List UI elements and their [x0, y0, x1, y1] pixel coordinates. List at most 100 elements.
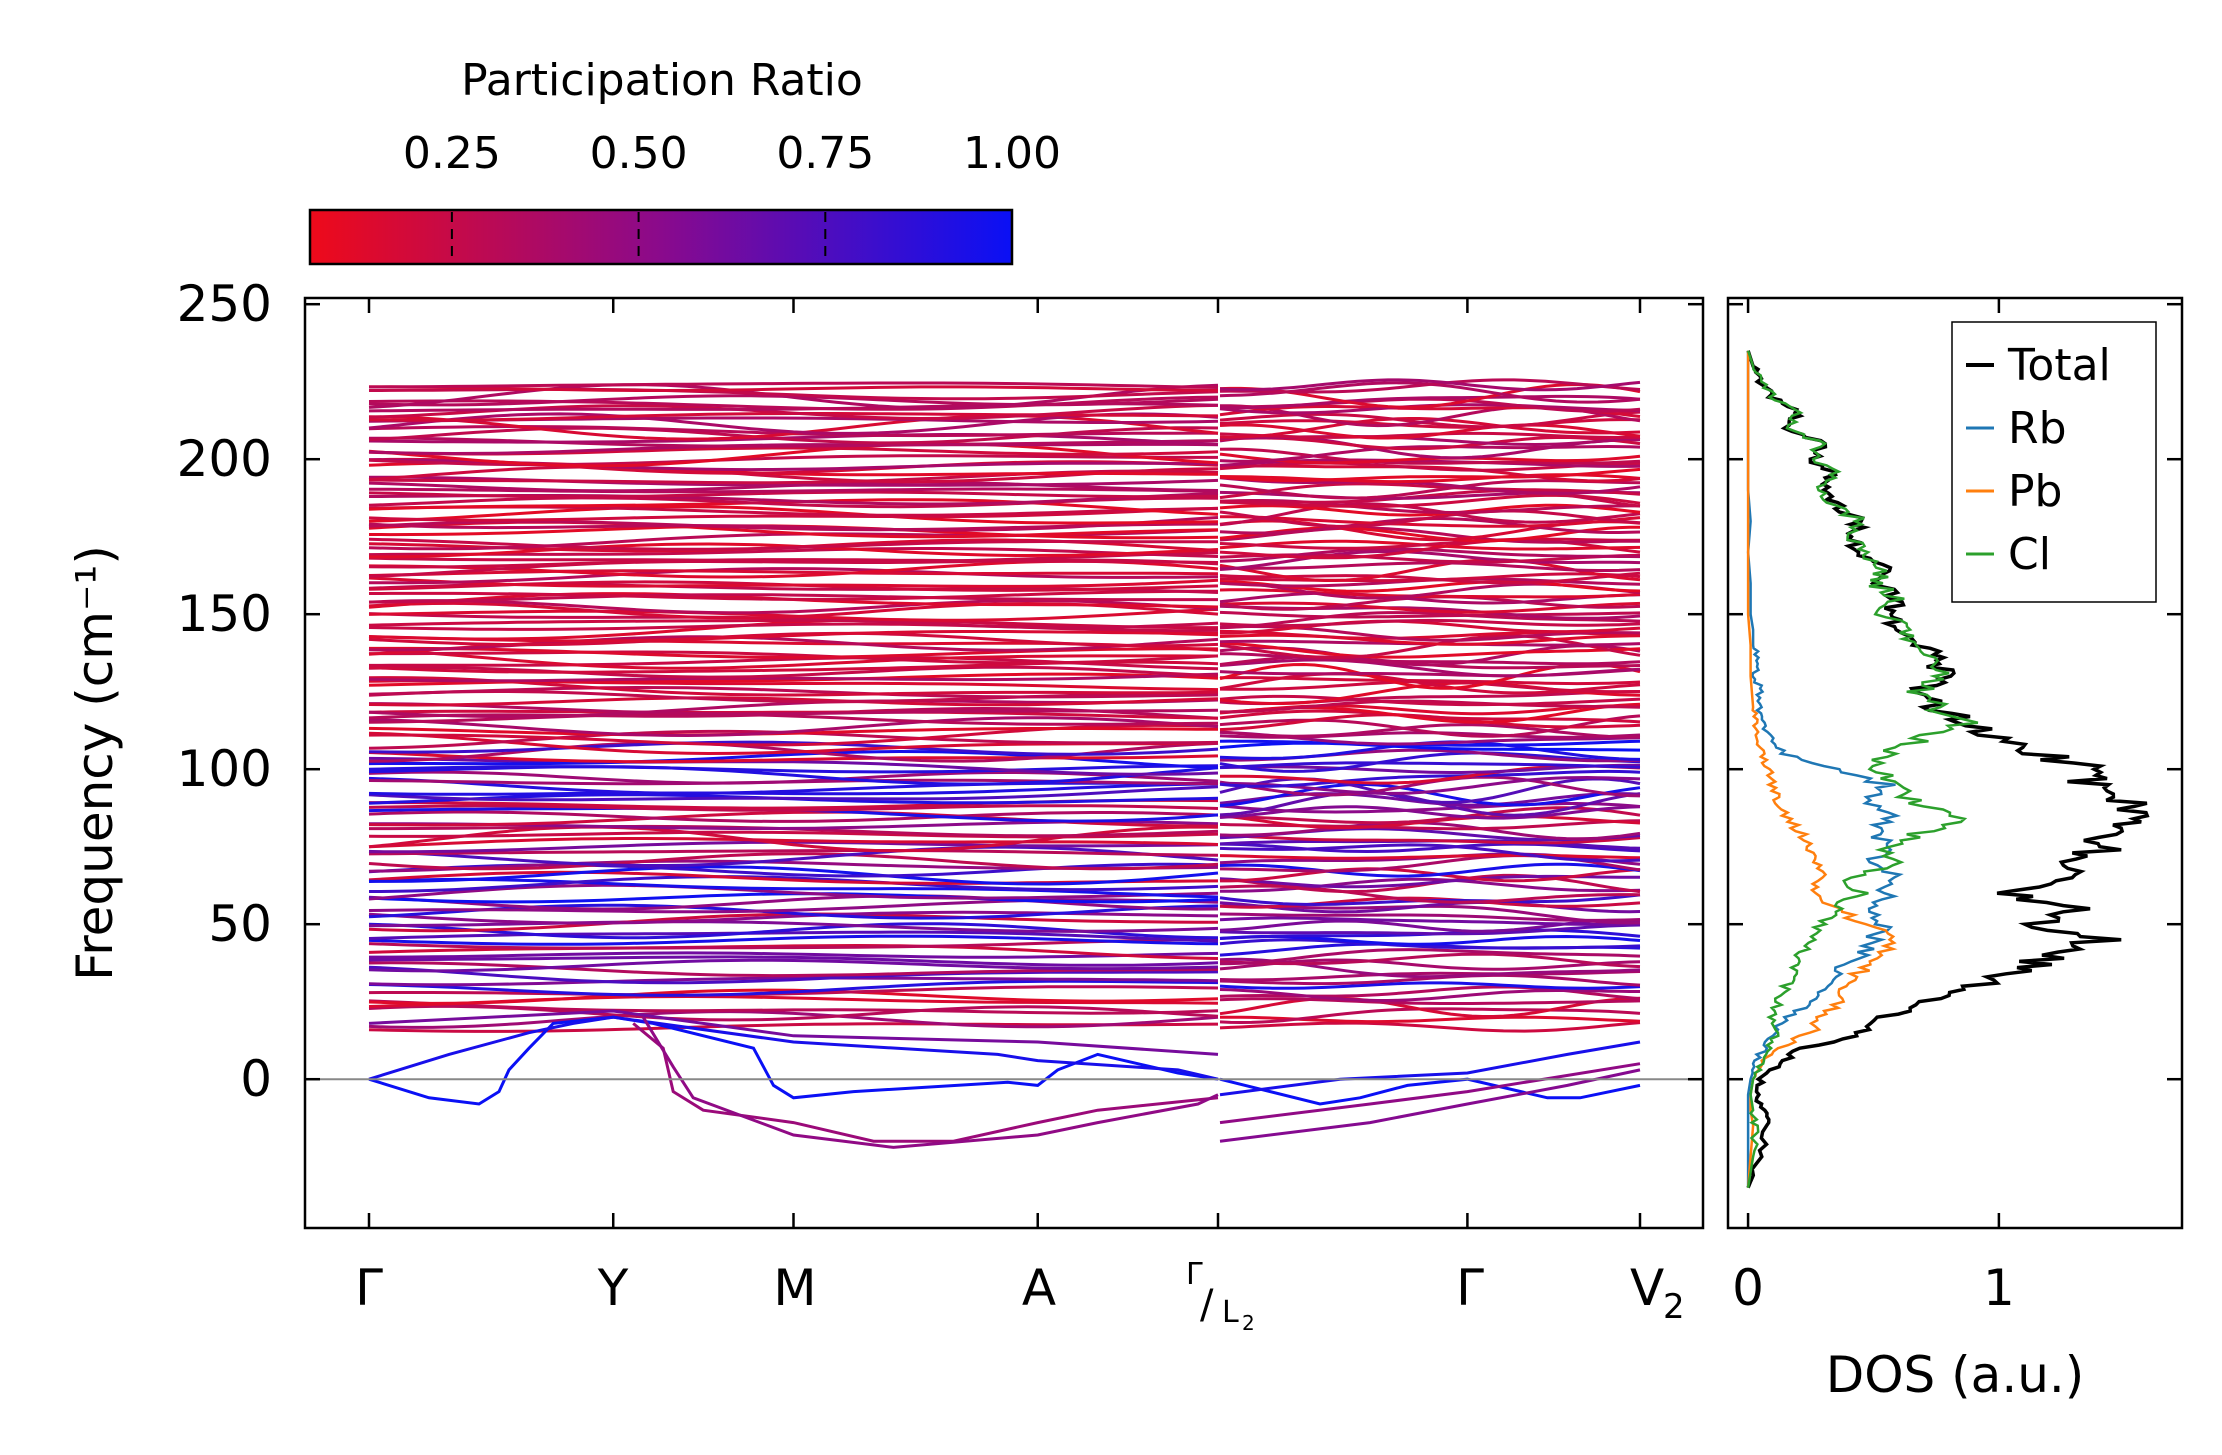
- phonon-band: [368, 955, 1219, 967]
- phonon-band: [368, 804, 1219, 812]
- phonon-band: [1219, 591, 1641, 605]
- phonon-band: [1219, 652, 1641, 666]
- phonon-band: [368, 395, 1219, 411]
- phonon-band: [368, 988, 1219, 1005]
- phonon-band: [368, 712, 1219, 726]
- dos-series-pb: [1746, 350, 1898, 1188]
- phonon-band: [368, 999, 1219, 1015]
- phonon-band: [368, 930, 1219, 943]
- phonon-band: [1219, 525, 1641, 543]
- y-tick-label: 50: [208, 895, 272, 953]
- colorbar-tick-label: 1.00: [963, 128, 1061, 179]
- band-lines: [368, 378, 1641, 1149]
- phonon-band: [368, 567, 1219, 585]
- legend-label-rb: Rb: [2008, 403, 2067, 454]
- dos-series-cl: [1746, 350, 1979, 1188]
- kpoint-labels: Γ Y M A Γ / L 2 Γ V 2: [355, 1257, 1685, 1335]
- kpoint-label-gamma-2: Γ: [1456, 1259, 1484, 1317]
- soft-mode-band: [641, 1016, 1219, 1149]
- phonon-band: [368, 516, 1219, 532]
- phonon-band: [368, 865, 1219, 886]
- phonon-band: [1219, 996, 1641, 1018]
- phonon-band: [1219, 1021, 1641, 1033]
- phonon-band: [368, 547, 1219, 558]
- phonon-band: [1219, 676, 1641, 686]
- phonon-band: [368, 696, 1219, 707]
- soft-mode-band: [1219, 1040, 1641, 1097]
- phonon-band: [1219, 958, 1641, 971]
- phonon-band: [368, 685, 1219, 699]
- phonon-band: [369, 646, 1219, 659]
- phonon-band: [368, 593, 1218, 604]
- phonon-band: [368, 979, 1219, 997]
- phonon-band: [1219, 842, 1641, 854]
- phonon-band: [369, 951, 1219, 959]
- kpoint-label-l-subscript: 2: [1242, 1311, 1255, 1335]
- phonon-band: [368, 976, 1219, 987]
- phonon-band: [1219, 970, 1641, 982]
- kpoint-label-gamma-l2: Γ / L 2: [1186, 1257, 1255, 1335]
- band-structure-panel: 0 50 100 150 200 250 Frequency (cm⁻¹) Γ Y M A…: [66, 275, 1705, 1335]
- phonon-band: [1219, 900, 1641, 914]
- phonon-band: [1220, 877, 1641, 893]
- y-tick-label: 100: [177, 740, 272, 798]
- phonon-band: [368, 764, 1219, 774]
- phonon-band: [368, 381, 1219, 389]
- soft-mode-band: [1219, 1068, 1641, 1143]
- phonon-band: [368, 442, 1219, 468]
- phonon-band: [1219, 378, 1641, 394]
- phonon-band: [368, 702, 1219, 716]
- phonon-band: [1220, 699, 1641, 714]
- phonon-band: [368, 490, 1219, 499]
- phonon-band: [1219, 502, 1641, 527]
- soft-mode-band: [1219, 1062, 1641, 1125]
- phonon-band: [1219, 641, 1641, 659]
- kpoint-label-a: A: [1022, 1259, 1056, 1317]
- colorbar-tick-label: 0.75: [776, 128, 874, 179]
- phonon-band: [368, 1010, 1219, 1029]
- phonon-band: [368, 961, 1219, 978]
- kpoint-label-v-subscript: 2: [1663, 1287, 1685, 1327]
- phonon-band: [368, 433, 1219, 446]
- band-axes-frame: [303, 296, 1705, 1230]
- dos-axes-frame: [1726, 296, 2184, 1230]
- phonon-band: [368, 875, 1219, 893]
- phonon-band: [368, 920, 1219, 933]
- y-tick-label: 0: [240, 1050, 272, 1108]
- dos-x-tick-label: 1: [1983, 1259, 2015, 1317]
- colorbar-tick-label: 0.50: [590, 128, 688, 179]
- phonon-band: [368, 598, 1219, 615]
- phonon-band: [369, 385, 1219, 392]
- phonon-band: [1219, 952, 1641, 969]
- colorbar-ticks: [450, 212, 827, 262]
- y-tick-label: 150: [177, 585, 272, 643]
- phonon-band: [1219, 973, 1641, 987]
- phonon-band: [368, 756, 1219, 776]
- phonon-band: [368, 938, 1218, 950]
- phonon-band: [1219, 561, 1641, 572]
- colorbar-gradient: [308, 208, 1014, 266]
- phonon-band: [1219, 515, 1641, 528]
- colorbar-tick-labels: 0.25 0.50 0.75 1.00: [403, 128, 1061, 179]
- soft-mode-band: [368, 1015, 1219, 1106]
- phonon-band: [368, 845, 1219, 867]
- phonon-band: [1219, 709, 1641, 724]
- phonon-band: [1219, 417, 1641, 439]
- phonon-band: [1219, 723, 1641, 739]
- soft-mode-band: [632, 1022, 1219, 1143]
- phonon-band: [1219, 410, 1641, 429]
- phonon-band: [368, 810, 1219, 823]
- phonon-band: [368, 903, 1219, 920]
- phonon-band: [1219, 948, 1641, 966]
- dos-lines: [1746, 350, 2150, 1189]
- phonon-band: [368, 894, 1219, 911]
- phonon-band: [369, 650, 1219, 665]
- phonon-band: [368, 551, 1219, 563]
- phonon-band: [368, 898, 1219, 914]
- soft-mode-band: [368, 1009, 1219, 1056]
- kpoint-label-m: M: [773, 1259, 816, 1317]
- phonon-band: [1219, 916, 1641, 926]
- phonon-band: [1219, 981, 1641, 990]
- phonon-band: [368, 576, 1219, 588]
